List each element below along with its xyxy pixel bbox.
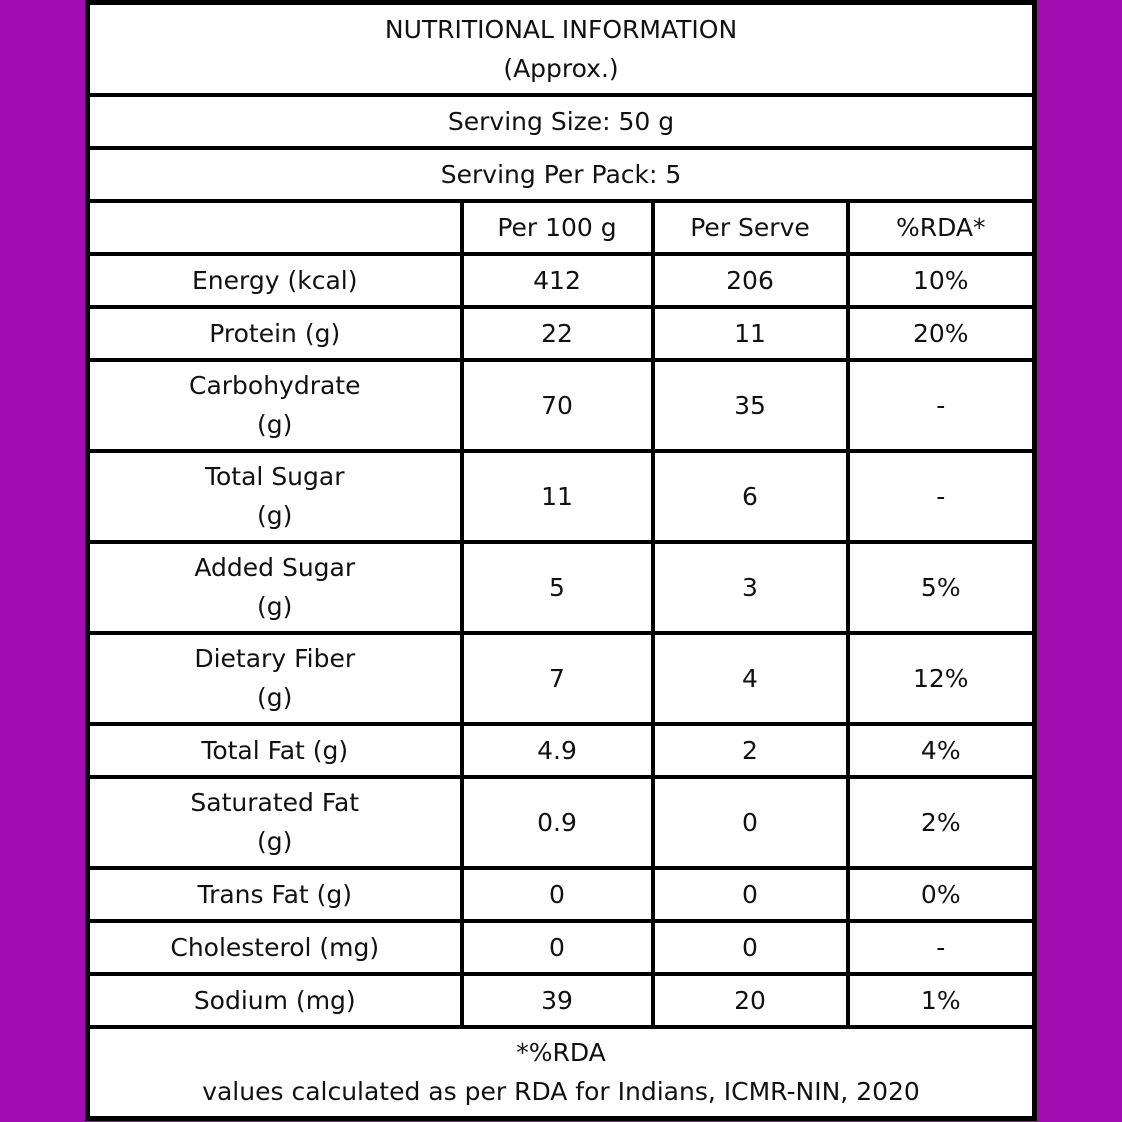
nutrient-row: Dietary Fiber (g) 7 4 12% xyxy=(85,630,1037,726)
nutrient-name: Trans Fat (g) xyxy=(197,879,353,909)
nutrient-name-cell: Total Sugar (g) xyxy=(85,448,464,544)
nutrient-row: Total Fat (g) 4.9 2 4% xyxy=(85,721,1037,779)
nutrient-name-cell: Protein (g) xyxy=(85,304,464,362)
table-title: NUTRITIONAL INFORMATION xyxy=(384,14,738,44)
value-per100: 0.9 xyxy=(459,774,655,870)
nutrient-row: Energy (kcal) 412 206 10% xyxy=(85,251,1037,309)
title-row: NUTRITIONAL INFORMATION (Approx.) xyxy=(85,0,1037,97)
value-per100: 11 xyxy=(459,448,655,544)
value-rda: 4% xyxy=(845,721,1037,779)
nutrient-name-cell: Trans Fat (g) xyxy=(85,865,464,923)
value-serve: 0 xyxy=(650,865,850,923)
value-rda: - xyxy=(845,357,1037,453)
value-per100: 0 xyxy=(459,865,655,923)
value-per100: 7 xyxy=(459,630,655,726)
column-header xyxy=(85,198,464,256)
nutrient-name-cell: Saturated Fat (g) xyxy=(85,774,464,870)
value-per100: 5 xyxy=(459,539,655,635)
value-per100: 70 xyxy=(459,357,655,453)
column-header: %RDA* xyxy=(845,198,1037,256)
nutrient-name-cell: Added Sugar (g) xyxy=(85,539,464,635)
nutrient-name-cell: Total Fat (g) xyxy=(85,721,464,779)
value-serve: 6 xyxy=(650,448,850,544)
value-rda: - xyxy=(845,918,1037,976)
nutrient-row: Sodium (mg) 39 20 1% xyxy=(85,971,1037,1029)
value-serve: 0 xyxy=(650,774,850,870)
value-rda: 20% xyxy=(845,304,1037,362)
footnote-cell: *%RDA values calculated as per RDA for In… xyxy=(85,1024,1037,1121)
nutrient-name: Cholesterol (mg) xyxy=(170,932,380,962)
nutrient-row: Added Sugar (g) 5 3 5% xyxy=(85,539,1037,635)
nutrient-unit: (g) xyxy=(257,592,293,621)
value-serve: 35 xyxy=(650,357,850,453)
nutrient-name: Saturated Fat xyxy=(190,788,360,817)
servings-per-pack-row: Serving Per Pack: 5 xyxy=(85,145,1037,203)
serving-size-row: Serving Size: 50 g xyxy=(85,92,1037,150)
nutrient-unit: (g) xyxy=(257,827,293,856)
value-per100: 22 xyxy=(459,304,655,362)
value-per100: 0 xyxy=(459,918,655,976)
nutrient-row: Cholesterol (mg) 0 0- xyxy=(85,918,1037,976)
value-rda: 0% xyxy=(845,865,1037,923)
value-per100: 39 xyxy=(459,971,655,1029)
value-rda: 5% xyxy=(845,539,1037,635)
value-rda: - xyxy=(845,448,1037,544)
nutrient-row: Total Sugar (g) 11 6- xyxy=(85,448,1037,544)
nutrient-unit: (g) xyxy=(257,501,293,530)
value-serve: 11 xyxy=(650,304,850,362)
footnote-text: values calculated as per RDA for Indians… xyxy=(202,1077,920,1107)
nutrient-name: Total Sugar xyxy=(204,462,345,491)
value-rda: 2% xyxy=(845,774,1037,870)
nutrient-unit: (g) xyxy=(257,410,293,439)
nutrient-name: Protein (g) xyxy=(209,318,341,348)
nutrient-row: Trans Fat (g) 0 0 0% xyxy=(85,865,1037,923)
value-rda: 1% xyxy=(845,971,1037,1029)
header-row: Per 100 g Per Serve %RDA* xyxy=(85,198,1037,256)
nutrient-name: Dietary Fiber xyxy=(194,644,356,673)
servings-per-pack: Serving Per Pack: 5 xyxy=(85,145,1037,203)
value-serve: 3 xyxy=(650,539,850,635)
value-per100: 412 xyxy=(459,251,655,309)
value-serve: 20 xyxy=(650,971,850,1029)
value-serve: 206 xyxy=(650,251,850,309)
title-cell: NUTRITIONAL INFORMATION (Approx.) xyxy=(85,0,1037,97)
nutrient-name-cell: Dietary Fiber (g) xyxy=(85,630,464,726)
nutrient-name-cell: Sodium (mg) xyxy=(85,971,464,1029)
value-per100: 4.9 xyxy=(459,721,655,779)
nutrient-name-cell: Cholesterol (mg) xyxy=(85,918,464,976)
nutrient-name: Carbohydrate xyxy=(188,371,361,400)
nutrient-name-cell: Energy (kcal) xyxy=(85,251,464,309)
nutrient-name: Total Fat (g) xyxy=(201,735,349,765)
nutrient-name-cell: Carbohydrate (g) xyxy=(85,357,464,453)
nutrient-unit: (g) xyxy=(257,683,293,712)
nutrient-row: Saturated Fat (g) 0.9 0 2% xyxy=(85,774,1037,870)
value-rda: 12% xyxy=(845,630,1037,726)
serving-size: Serving Size: 50 g xyxy=(85,92,1037,150)
value-rda: 10% xyxy=(845,251,1037,309)
nutrient-name: Added Sugar xyxy=(194,553,356,582)
nutrient-row: Carbohydrate (g) 70 35- xyxy=(85,357,1037,453)
value-serve: 0 xyxy=(650,918,850,976)
nutrient-name: Sodium (mg) xyxy=(193,985,356,1015)
column-header: Per Serve xyxy=(650,198,850,256)
nutrition-table: NUTRITIONAL INFORMATION (Approx.) Servin… xyxy=(85,0,1038,1121)
value-serve: 4 xyxy=(650,630,850,726)
nutrient-name: Energy (kcal) xyxy=(192,265,358,295)
column-header: Per 100 g xyxy=(459,198,655,256)
footnote-title: *%RDA xyxy=(516,1038,606,1068)
value-serve: 2 xyxy=(650,721,850,779)
table-subtitle: (Approx.) xyxy=(503,53,619,83)
footnote-row: *%RDA values calculated as per RDA for In… xyxy=(85,1024,1037,1121)
nutrient-row: Protein (g) 22 11 20% xyxy=(85,304,1037,362)
